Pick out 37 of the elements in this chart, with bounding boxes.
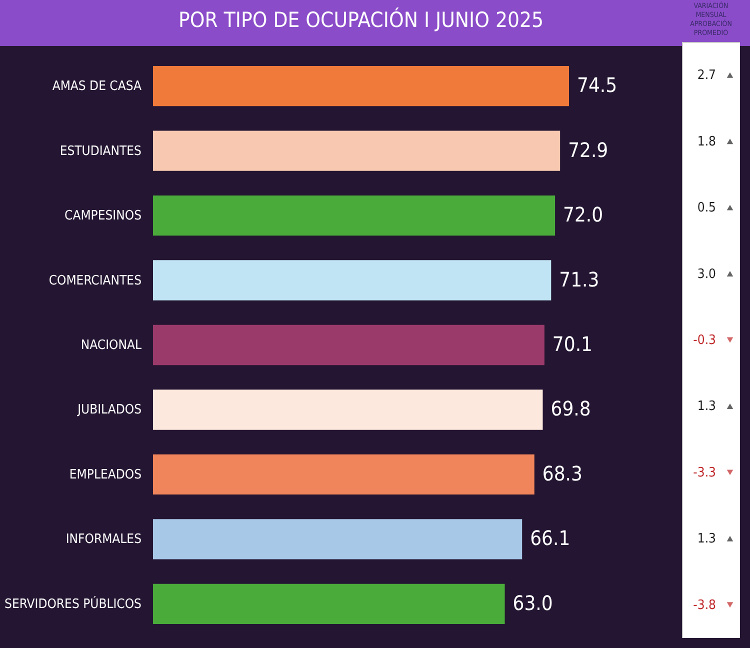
y-tick-label: SERVIDORES PÚBLICOS [4, 594, 142, 612]
data-label: -3.3 [693, 465, 716, 480]
y-tick-label: JUBILADOS [76, 402, 142, 418]
data-label: 69.8 [550, 396, 591, 421]
data-label: 74.5 [577, 73, 618, 98]
bar [153, 324, 544, 366]
bar [153, 390, 543, 430]
data-label: 1.3 [697, 399, 716, 414]
y-tick-label: EMPLEADOS [69, 467, 142, 482]
bar [153, 260, 552, 300]
y-tick-label: INFORMALES [66, 532, 142, 548]
data-label: -0.3 [693, 333, 716, 348]
data-label: 3.0 [697, 266, 716, 282]
data-label: 1.3 [697, 532, 716, 547]
data-label: 71.3 [559, 267, 600, 292]
y-tick-label: AMAS DE CASA [52, 79, 142, 94]
y-tick-label: CAMPESINOS [64, 208, 142, 224]
y-tick-label: COMERCIANTES [48, 273, 142, 288]
data-label: 0.5 [697, 200, 716, 216]
y-tick-label: ESTUDIANTES [60, 144, 142, 159]
y-tick-label: NACIONAL [80, 338, 142, 353]
data-label: 63.0 [512, 590, 553, 615]
bar [153, 66, 569, 106]
data-label: 72.9 [568, 138, 608, 162]
data-label: 70.1 [552, 332, 592, 356]
data-label: 68.3 [542, 461, 582, 486]
data-label: 66.1 [530, 526, 570, 550]
chart-title: POR TIPO DE OCUPACIÓN I JUNIO 2025 [178, 7, 544, 32]
data-label: 2.7 [697, 68, 716, 84]
data-label: -3.8 [693, 598, 716, 613]
data-label: 1.8 [697, 134, 716, 150]
bar [153, 519, 522, 560]
bar [153, 130, 560, 171]
data-label: 72.0 [563, 202, 604, 227]
bar [153, 454, 534, 495]
bar [153, 584, 505, 624]
bar [153, 195, 556, 236]
